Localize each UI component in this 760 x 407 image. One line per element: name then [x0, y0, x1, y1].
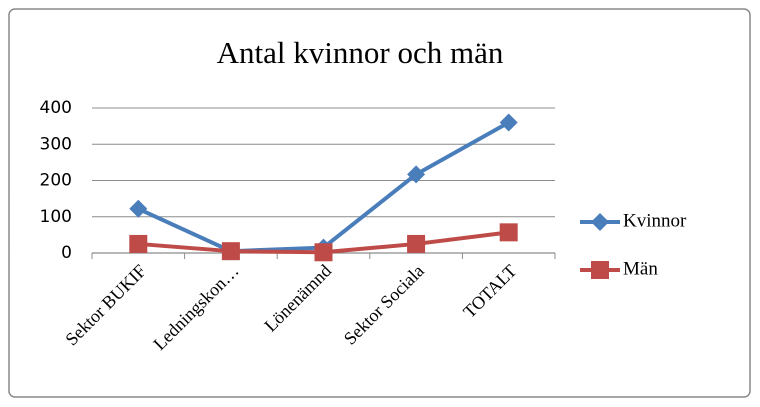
- legend-label: Män: [623, 258, 658, 279]
- marker: [499, 113, 518, 132]
- marker: [407, 165, 426, 184]
- y-tick-label: 200: [40, 171, 72, 191]
- marker: [499, 223, 518, 242]
- marker: [129, 199, 148, 218]
- chart-title: Antal kvinnor och män: [217, 35, 504, 70]
- marker: [221, 242, 240, 261]
- marker: [129, 234, 148, 253]
- marker: [407, 234, 426, 253]
- marker: [591, 213, 609, 231]
- legend-label: Kvinnor: [623, 210, 687, 231]
- y-tick-label: 300: [40, 134, 72, 154]
- y-tick-label: 100: [40, 207, 72, 227]
- y-tick-label: 400: [40, 98, 72, 118]
- marker: [591, 261, 609, 279]
- marker: [314, 243, 333, 262]
- y-tick-label: 0: [61, 243, 72, 263]
